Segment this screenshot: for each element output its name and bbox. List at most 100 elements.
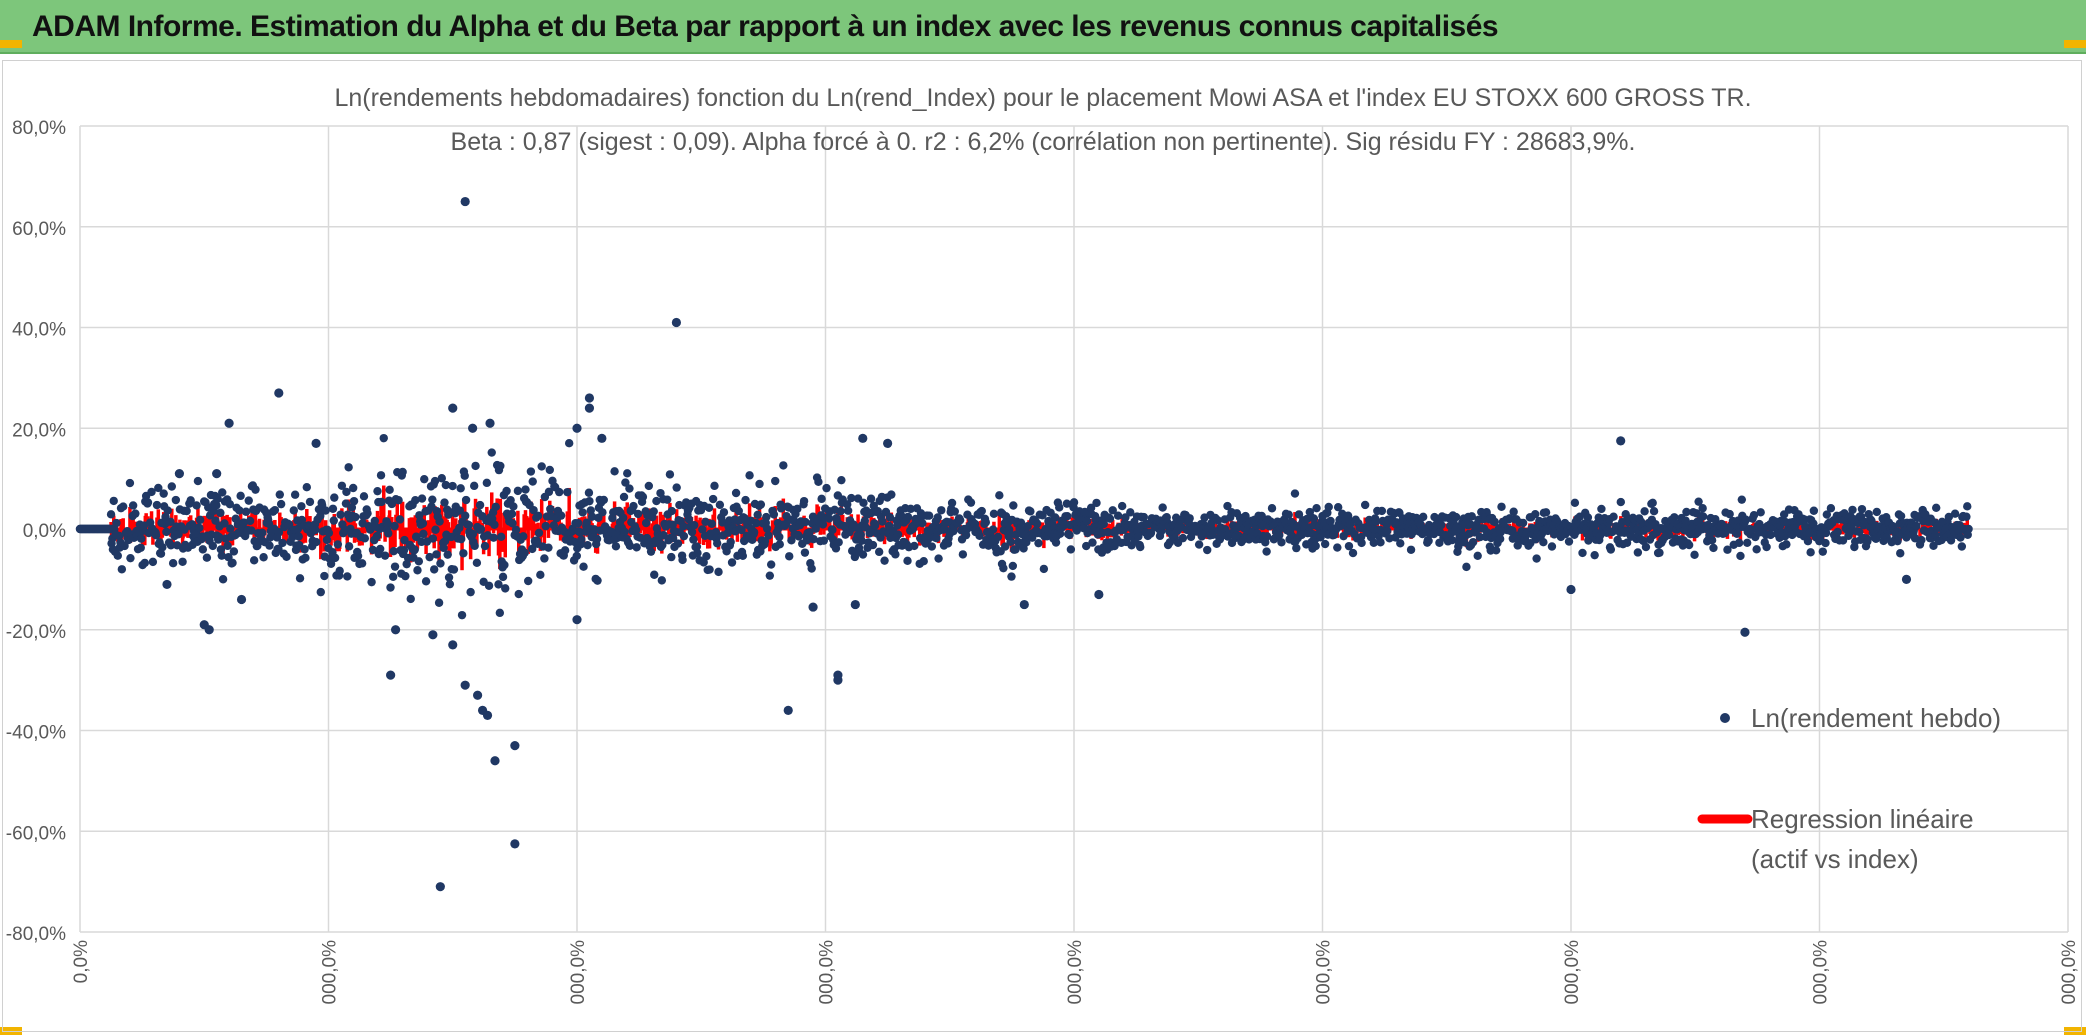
scatter-point [311,438,321,448]
scatter-point [1344,541,1354,551]
scatter-point [125,478,135,488]
scatter-point [500,560,509,570]
scatter-point [439,543,448,553]
scatter-point [386,583,395,592]
scatter-point [814,477,823,487]
scatter-point [1616,436,1626,446]
scatter-point [638,492,648,502]
scatter-point [704,503,714,513]
scatter-point [447,532,456,542]
scatter-point [343,572,352,581]
scatter-point [1326,516,1335,526]
scatter-point [468,423,478,433]
scatter-point [977,506,986,516]
scatter-point [1262,547,1271,556]
scatter-point [1117,501,1127,511]
scatter-point [321,506,330,515]
scatter-point [766,560,776,569]
scatter-point [226,524,235,533]
scatter-point [672,483,681,492]
scatter-point [1333,502,1343,512]
scatter-point [1694,497,1703,506]
y-tick-label: -20,0% [6,622,66,643]
scatter-point [174,530,183,539]
scatter-point [690,520,699,530]
scatter-point [1497,502,1506,511]
scatter-point [1509,507,1518,516]
chart-title: Ln(rendements hebdomadaires) fonction du… [334,84,1751,112]
x-tick-label: 0,0% [71,940,92,983]
scatter-point [657,576,667,585]
scatter-point [428,630,438,640]
scatter-point [1011,545,1020,554]
legend-label-regression: Regression linéaire (actif vs index) [1751,804,1974,874]
scatter-point [466,587,475,597]
scatter-point [384,529,393,538]
scatter-point [480,541,490,551]
scatter-point [1158,503,1167,512]
scatter-point [578,508,587,517]
scatter-point [440,498,449,507]
scatter-point [1094,589,1104,600]
scatter-point [1803,537,1813,546]
scatter-point [295,574,305,583]
scatter-point [1034,538,1043,548]
scatter-point [1616,497,1626,507]
scatter-point [1139,512,1148,522]
scatter-point [783,705,793,715]
x-tick-label: 000,0% [568,940,589,1005]
scatter-point [779,461,788,470]
scatter-point [1473,551,1482,561]
scatter-point [1069,498,1079,507]
scatter-point [274,528,284,537]
scatter-point [501,584,510,593]
scatter-point [213,494,222,504]
scatter-point [435,882,445,892]
scatter-point [975,531,984,541]
scatter-point [508,519,517,528]
scatter-point [593,576,602,585]
scatter-point [1223,501,1232,511]
scatter-point [316,511,325,521]
scatter-point [482,710,493,720]
scatter-point [143,498,153,507]
scatter-point [168,558,178,568]
scatter-point [825,514,834,523]
scatter-point [118,502,128,511]
scatter-point [1066,545,1076,554]
scatter-point [540,554,549,563]
scatter-point [1086,503,1096,513]
scatter-point [687,527,697,537]
scatter-point [487,448,496,457]
scatter-point [1377,506,1387,516]
scatter-point [198,545,208,554]
scatter-point [1681,516,1690,525]
banner-title: ADAM Informe. Estimation du Alpha et du … [32,10,1499,43]
scatter-point [817,494,826,504]
scatter-point [225,499,235,509]
scatter-point [368,545,378,555]
scatter-point [592,534,602,544]
scatter-point [1065,530,1074,540]
scatter-point [448,481,457,491]
scatter-point [460,196,470,207]
scatter-point [755,479,764,489]
scatter-point [204,625,214,635]
scatter-point [428,495,437,504]
scatter-point [276,499,286,509]
scatter-point [611,542,621,551]
scatter-point [509,502,518,511]
scatter-point [344,542,354,551]
scatter-point [1682,507,1691,517]
scatter-point [1640,507,1649,516]
scatter-point [390,562,400,571]
scatter-point [1262,532,1272,541]
scatter-point [1732,529,1742,539]
scatter-point [718,518,727,527]
scatter-point [1437,520,1446,530]
scatter-point [1424,536,1433,546]
scatter-point [166,541,176,550]
scatter-point [1946,536,1956,545]
scatter-point [903,512,913,522]
scatter-point [457,610,467,620]
